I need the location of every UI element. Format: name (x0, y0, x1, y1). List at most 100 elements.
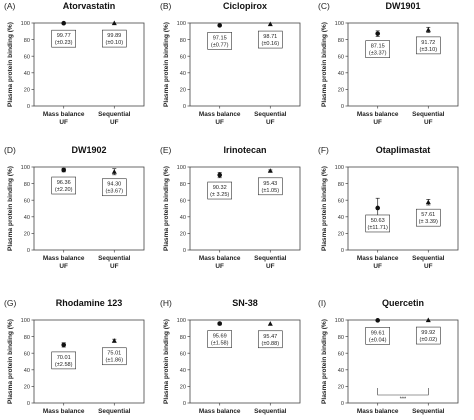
value-label: 95.69 (213, 334, 227, 340)
y-tick-label: 20 (338, 385, 344, 391)
data-point-sequential (425, 27, 431, 32)
x-tick-label: Mass balance (199, 408, 241, 415)
y-tick-label: 100 (177, 318, 186, 324)
panel-letter: (D) (4, 145, 16, 155)
plot-frame (33, 22, 145, 107)
y-tick-label: 60 (180, 54, 186, 60)
x-tick-label: UF (215, 119, 224, 126)
data-point-sequential (267, 321, 273, 326)
x-tick-label: UF (110, 119, 119, 126)
y-tick-label: 40 (180, 71, 186, 77)
data-point-sequential (111, 169, 117, 174)
sd-label: (±2.20) (55, 187, 73, 193)
y-axis-label: Plasma protein binding (%) (163, 22, 170, 107)
y-tick-label: 60 (24, 351, 30, 357)
x-tick-label: Mass balance (43, 111, 85, 118)
plot-frame (33, 319, 145, 404)
panel-letter: (F) (318, 145, 329, 155)
y-tick-label: 60 (338, 351, 344, 357)
panel-sn-38: (H) SN-38 Plasma protein binding (%) 0 20 40 6… (160, 298, 301, 420)
panel-title: SN-38 (232, 298, 258, 308)
x-tick-label: UF (59, 263, 68, 270)
value-label: 99.61 (371, 330, 385, 336)
data-point-sequential (425, 199, 431, 205)
y-tick-label: 100 (335, 21, 344, 27)
value-label: 96.36 (57, 180, 71, 186)
y-tick-label: 80 (24, 38, 30, 44)
sd-label: (±11.71) (368, 225, 389, 231)
sd-label: (±1.58) (211, 341, 229, 347)
panel-atorvastatin: (A) Atorvastatin Plasma protein binding (%… (4, 1, 145, 126)
value-label: 91.72 (421, 40, 435, 46)
x-tick-label: Mass balance (357, 111, 399, 118)
sd-label: (±0.10) (105, 40, 123, 46)
y-tick-label: 0 (27, 104, 30, 110)
x-tick-label: UF (424, 119, 433, 126)
y-tick-label: 20 (24, 232, 30, 238)
sd-label: (± 3.39) (419, 219, 438, 225)
y-axis-label: Plasma protein binding (%) (321, 319, 328, 404)
x-tick-label: UF (110, 263, 119, 270)
value-label: 97.15 (213, 35, 227, 41)
y-tick-label: 80 (24, 182, 30, 188)
value-label-box (365, 214, 391, 233)
sd-label: (± 3.25) (210, 192, 229, 198)
plot-frame (33, 166, 145, 251)
data-point-mass-balance (217, 172, 222, 178)
panel-rhodamine-123: (G) Rhodamine 123 Plasma protein binding (… (4, 298, 145, 420)
value-label-box (102, 29, 127, 48)
panel-title: Rhodamine 123 (56, 298, 123, 308)
panel-title: Quercetin (382, 298, 424, 308)
y-tick-label: 60 (180, 351, 186, 357)
plot-frame (347, 22, 459, 107)
value-label: 99.92 (421, 330, 435, 336)
x-tick-label: Sequential (412, 111, 445, 118)
y-tick-label: 60 (338, 54, 344, 60)
plot-frame (189, 319, 301, 404)
y-tick-label: 100 (177, 165, 186, 171)
data-point-mass-balance (61, 20, 66, 26)
y-axis-label: Plasma protein binding (%) (321, 166, 328, 251)
y-tick-label: 40 (180, 215, 186, 221)
y-tick-label: 20 (180, 385, 186, 391)
y-tick-label: 0 (27, 401, 30, 407)
y-tick-label: 0 (341, 401, 344, 407)
x-tick-label: Mass balance (357, 408, 399, 415)
x-tick-label: UF (59, 119, 68, 126)
value-label-box (51, 29, 77, 48)
y-tick-label: 80 (24, 335, 30, 341)
x-tick-label: UF (215, 263, 224, 270)
data-point-sequential (111, 338, 117, 343)
value-label: 75.01 (107, 351, 121, 357)
y-tick-label: 20 (180, 88, 186, 94)
plot-frame (189, 22, 301, 107)
y-tick-label: 40 (338, 215, 344, 221)
y-tick-label: 100 (335, 318, 344, 324)
y-tick-label: 0 (183, 104, 186, 110)
x-tick-label: Sequential (254, 408, 287, 415)
panel-title: Ciclopirox (223, 1, 267, 11)
y-tick-label: 40 (338, 368, 344, 374)
y-tick-label: 100 (335, 165, 344, 171)
data-point-mass-balance (61, 342, 66, 348)
sd-label: (±0.77) (211, 42, 229, 48)
sd-label: (±0.16) (261, 41, 279, 47)
value-label-box (365, 327, 391, 345)
value-label-box (51, 176, 77, 195)
value-label-box (415, 208, 441, 227)
y-tick-label: 100 (21, 165, 30, 171)
value-label: 99.89 (107, 33, 121, 39)
y-tick-label: 20 (24, 88, 30, 94)
y-axis-label: Plasma protein binding (%) (7, 319, 14, 404)
sd-label: (±2.58) (55, 362, 73, 368)
value-label-box (207, 330, 232, 348)
y-tick-label: 80 (338, 38, 344, 44)
x-tick-label: Mass balance (199, 111, 241, 118)
x-tick-label: UF (266, 119, 275, 126)
value-label-box (257, 330, 283, 349)
x-tick-label: Mass balance (357, 255, 399, 262)
y-tick-label: 0 (341, 104, 344, 110)
value-label: 98.71 (263, 34, 277, 40)
y-tick-label: 20 (24, 385, 30, 391)
